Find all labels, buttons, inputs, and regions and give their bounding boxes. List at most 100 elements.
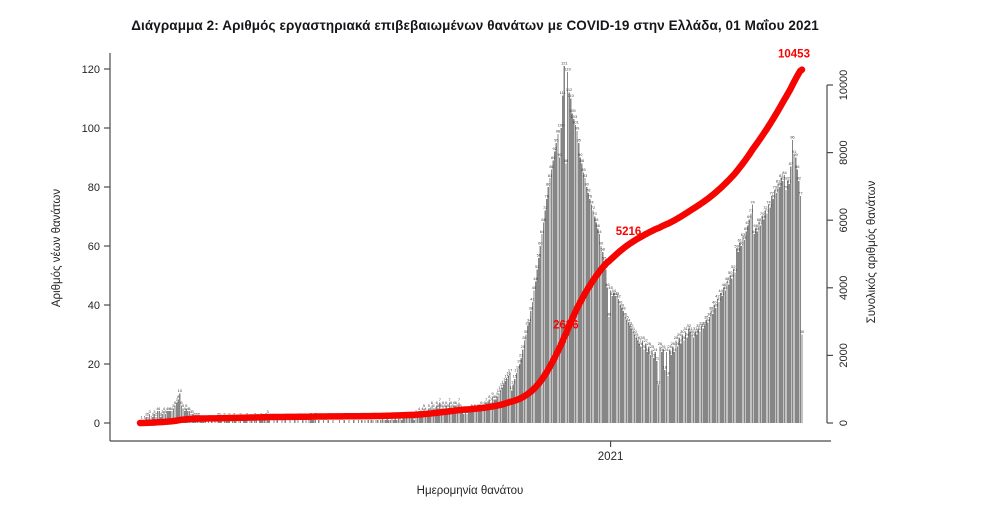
bar-value-label: 2	[145, 412, 148, 417]
daily-deaths-bar	[453, 405, 455, 423]
daily-deaths-bar	[474, 408, 476, 423]
daily-deaths-bar	[367, 420, 369, 423]
daily-deaths-bar	[705, 319, 707, 423]
daily-deaths-bar	[528, 322, 530, 423]
daily-deaths-bar	[158, 411, 160, 423]
daily-deaths-bar	[273, 420, 275, 423]
bar-value-label: 25	[642, 344, 647, 349]
daily-deaths-bar	[790, 166, 792, 423]
y-right-tick-label: 0	[838, 420, 850, 426]
daily-deaths-bar	[182, 408, 184, 423]
bar-value-label: 76	[588, 193, 593, 198]
daily-deaths-bar	[648, 346, 650, 423]
bar-value-label: 4	[424, 406, 427, 411]
daily-deaths-bar	[231, 420, 234, 423]
daily-deaths-bar	[727, 284, 730, 423]
x-tick-label: 2021	[598, 451, 624, 463]
bar-value-label: 56	[537, 252, 542, 257]
bar-value-label: 44	[612, 288, 617, 293]
daily-deaths-bar	[166, 411, 168, 423]
bar-value-label: 69	[761, 214, 766, 219]
bar-value-label: 99	[575, 126, 580, 131]
daily-deaths-bar	[621, 307, 623, 423]
bar-value-label: 42	[715, 294, 720, 299]
bar-value-label: 2	[196, 412, 199, 417]
daily-deaths-bar	[381, 417, 384, 423]
daily-deaths-bar	[617, 299, 620, 423]
annotation-5216: 5216	[616, 226, 642, 238]
bar-value-label: 2	[193, 412, 196, 417]
bar-value-label: 71	[765, 208, 770, 213]
bar-value-label: 33	[702, 320, 707, 325]
daily-deaths-bar	[434, 411, 436, 423]
bar-value-label: 22	[651, 353, 656, 358]
bar-value-label: 89	[551, 155, 556, 160]
bar-value-label: 28	[640, 335, 645, 340]
bar-value-label: 5	[444, 403, 447, 408]
bar-value-label: 6	[455, 400, 458, 405]
bar-value-label: 2	[219, 412, 222, 417]
daily-deaths-bar	[550, 169, 553, 423]
daily-deaths-bar	[447, 408, 449, 423]
bar-value-label: 77	[798, 190, 803, 195]
daily-deaths-bar	[613, 293, 615, 423]
bar-value-label: 31	[693, 326, 698, 331]
daily-deaths-bar	[667, 375, 669, 423]
bar-value-label: 6	[431, 400, 434, 405]
bar-value-label: 4	[169, 406, 172, 411]
daily-deaths-bar	[735, 248, 738, 423]
bar-value-label: 43	[613, 291, 618, 296]
bar-value-label: 37	[710, 308, 715, 313]
daily-deaths-bar	[686, 337, 688, 423]
daily-deaths-bar	[713, 305, 715, 423]
daily-deaths-bar	[704, 325, 706, 423]
y-axis-left-ticks: 0 20 40 60 80 100 120	[82, 64, 110, 430]
bar-value-label: 44	[718, 288, 723, 293]
bar-value-label: 6	[483, 400, 486, 405]
daily-deaths-bar	[353, 420, 355, 423]
bar-value-label: 11	[510, 385, 515, 390]
daily-deaths-bar	[656, 361, 658, 423]
bar-value-label: 16	[506, 370, 511, 375]
daily-deaths-bar	[635, 337, 637, 423]
bar-value-label: 64	[752, 229, 757, 234]
bar-value-label: 85	[581, 167, 586, 172]
bar-value-label: 82	[781, 176, 786, 181]
daily-deaths-bar	[361, 420, 363, 423]
daily-deaths-bar	[488, 399, 490, 423]
daily-deaths-bar	[601, 251, 604, 423]
daily-deaths-bar	[377, 420, 379, 423]
daily-deaths-bar	[747, 225, 749, 423]
bar-value-label: 76	[771, 193, 776, 198]
daily-deaths-bar	[530, 310, 532, 423]
daily-deaths-bar	[763, 219, 765, 423]
bar-value-label: 35	[704, 314, 709, 319]
daily-deaths-bar	[606, 287, 609, 423]
bar-value-label: 95	[554, 137, 559, 142]
daily-deaths-bar	[571, 113, 573, 423]
daily-deaths-bar	[568, 92, 570, 423]
daily-deaths-bar	[520, 358, 522, 423]
bar-value-label: 46	[605, 282, 610, 287]
daily-deaths-bar	[723, 287, 725, 423]
bar-value-label: 10	[497, 388, 502, 393]
bar-value-label: 41	[530, 297, 535, 302]
bar-value-label: 103	[571, 114, 578, 119]
bar-value-label: 78	[586, 188, 591, 193]
axes	[109, 53, 831, 442]
bar-value-label: 58	[736, 247, 741, 252]
daily-deaths-bar	[573, 119, 575, 424]
daily-deaths-bar	[734, 272, 736, 423]
bar-value-label: 61	[738, 238, 743, 243]
daily-deaths-bar	[302, 420, 304, 423]
daily-deaths-bar	[562, 95, 564, 424]
daily-deaths-bar	[587, 192, 589, 423]
bar-value-label: 18	[663, 365, 668, 370]
bar-value-label: 4	[187, 406, 190, 411]
bar-value-label: 81	[776, 179, 781, 184]
daily-deaths-bar	[798, 181, 800, 423]
daily-deaths-bar	[549, 178, 551, 423]
daily-deaths-bar	[263, 420, 266, 423]
daily-deaths-bar	[603, 260, 605, 423]
daily-deaths-bar	[471, 408, 473, 423]
